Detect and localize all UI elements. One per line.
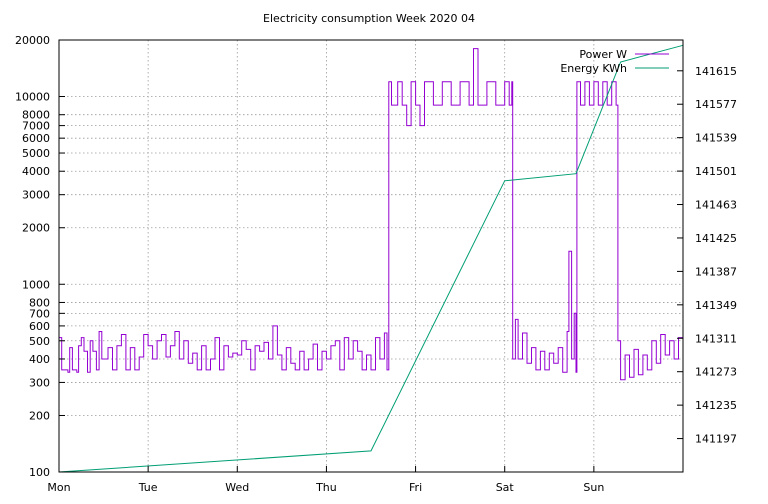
y2-axis: 141197 141235 141273 141311 141349 141387 1414… bbox=[677, 65, 737, 446]
y-tick-label: 300 bbox=[29, 376, 50, 389]
x-tick-label: Sun bbox=[583, 481, 604, 494]
y-tick-label: 7000 bbox=[22, 120, 50, 133]
legend-label-2: Energy KWh bbox=[560, 62, 627, 75]
y2-tick-label: 141349 bbox=[695, 299, 737, 312]
y2-tick-label: 141501 bbox=[695, 165, 737, 178]
plot-border bbox=[58, 39, 684, 473]
y2-tick-label: 141311 bbox=[695, 332, 737, 345]
y2-tick-label: 141273 bbox=[695, 366, 737, 379]
y-tick-label: 800 bbox=[29, 296, 50, 309]
y-tick-label: 200 bbox=[29, 409, 50, 422]
y2-tick-label: 141387 bbox=[695, 265, 737, 278]
x-tick-label: Tue bbox=[138, 481, 158, 494]
y-tick-label: 2000 bbox=[22, 222, 50, 235]
series-line-2 bbox=[58, 44, 684, 473]
y-tick-label: 5000 bbox=[22, 147, 50, 160]
legend-label-1: Power W bbox=[579, 48, 627, 61]
y2-tick-label: 141425 bbox=[695, 232, 737, 245]
y-tick-label: 4000 bbox=[22, 165, 50, 178]
y-tick-label: 10000 bbox=[15, 91, 50, 104]
y-tick-label: 100 bbox=[29, 466, 50, 479]
y-tick-label: 3000 bbox=[22, 189, 50, 202]
series-layer bbox=[58, 44, 684, 473]
x-axis: Mon Tue Wed Thu Fri Sat Sun bbox=[47, 466, 604, 494]
x-tick-label: Sat bbox=[496, 481, 515, 494]
x-tick-label: Wed bbox=[225, 481, 249, 494]
y-tick-label: 600 bbox=[29, 320, 50, 333]
grid-lines bbox=[59, 40, 683, 472]
y2-tick-label: 141197 bbox=[695, 433, 737, 446]
chart-title: Electricity consumption Week 2020 04 bbox=[263, 12, 475, 25]
series-line-1 bbox=[59, 48, 684, 381]
y-tick-label: 500 bbox=[29, 335, 50, 348]
y-tick-label: 8000 bbox=[22, 109, 50, 122]
y2-tick-label: 141235 bbox=[695, 399, 737, 412]
x-tick-label: Fri bbox=[409, 481, 422, 494]
y-tick-label: 1000 bbox=[22, 278, 50, 291]
y2-tick-label: 141463 bbox=[695, 199, 737, 212]
y-tick-label: 400 bbox=[29, 353, 50, 366]
x-tick-label: Thu bbox=[315, 481, 337, 494]
y2-tick-label: 141539 bbox=[695, 132, 737, 145]
y-tick-label: 700 bbox=[29, 307, 50, 320]
y2-tick-label: 141615 bbox=[695, 65, 737, 78]
x-tick-label: Mon bbox=[47, 481, 70, 494]
y-tick-label: 20000 bbox=[15, 34, 50, 47]
y2-tick-label: 141577 bbox=[695, 98, 737, 111]
y-tick-label: 6000 bbox=[22, 132, 50, 145]
